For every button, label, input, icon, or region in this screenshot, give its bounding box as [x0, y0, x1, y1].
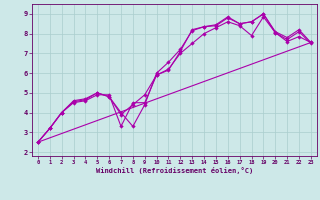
X-axis label: Windchill (Refroidissement éolien,°C): Windchill (Refroidissement éolien,°C) [96, 167, 253, 174]
